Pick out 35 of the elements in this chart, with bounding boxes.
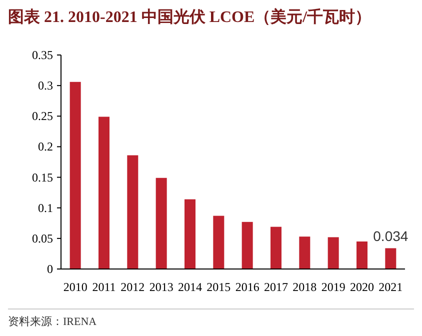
bar (328, 237, 339, 269)
x-tick-label: 2014 (178, 280, 202, 294)
bar (127, 155, 138, 269)
bar (98, 116, 110, 269)
x-tick-label: 2010 (63, 280, 88, 294)
bar (270, 226, 282, 269)
bar (70, 82, 81, 269)
bar (213, 216, 224, 269)
bar (184, 199, 196, 269)
y-tick-label: 0.3 (38, 78, 53, 93)
x-tick-label: 2015 (206, 280, 231, 294)
y-tick-label: 0.2 (38, 140, 53, 154)
y-tick-label: 0 (47, 262, 53, 276)
y-tick-label: 0.35 (32, 48, 53, 62)
x-tick-label: 2016 (235, 280, 260, 294)
x-tick-label: 2013 (149, 280, 174, 294)
chart-title: 图表 21. 2010-2021 中国光伏 LCOE（美元/千瓦时） (8, 7, 372, 26)
x-tick-label: 2017 (264, 280, 288, 294)
bar (242, 222, 253, 269)
bar (356, 241, 368, 269)
data-label: 0.034 (373, 228, 408, 244)
bar (156, 178, 167, 269)
text: 资料来源：IRENA (8, 315, 97, 328)
bar (299, 236, 310, 269)
x-tick-label: 2018 (292, 280, 317, 294)
y-tick-label: 0.1 (38, 200, 53, 215)
bar (385, 248, 396, 269)
x-tick-label: 2021 (378, 280, 403, 294)
y-tick-label: 0.15 (32, 170, 53, 184)
y-tick-label: 0.25 (32, 109, 53, 124)
x-tick-label: 2012 (120, 280, 145, 294)
x-tick-label: 2011 (92, 280, 116, 294)
x-tick-label: 2019 (321, 280, 346, 294)
y-tick-label: 0.05 (32, 231, 53, 246)
x-tick-label: 2020 (350, 280, 374, 294)
